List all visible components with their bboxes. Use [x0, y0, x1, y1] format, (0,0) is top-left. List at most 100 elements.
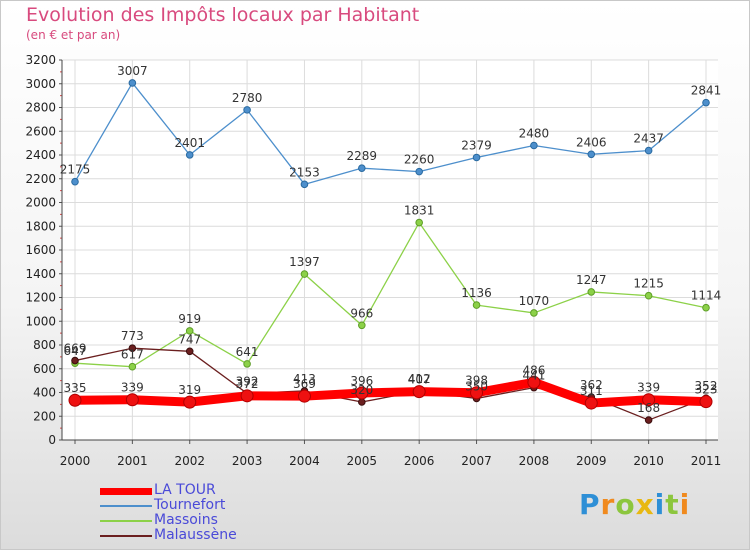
data-point-la-tour — [642, 393, 656, 407]
data-point-la-tour — [125, 393, 139, 407]
data-point-la-tour — [527, 375, 541, 389]
data-point-massoins — [185, 327, 194, 335]
data-label-malauss-ne: 413 — [293, 372, 316, 386]
data-point-massoins — [243, 360, 251, 368]
data-label-massoins: 1070 — [519, 294, 550, 308]
x-tick-label: 2003 — [232, 454, 263, 468]
logo-letter: t — [665, 488, 680, 521]
data-label-massoins: 641 — [236, 345, 259, 359]
legend-swatch — [100, 520, 152, 522]
data-point-malauss-ne — [71, 356, 79, 365]
x-tick-label: 2001 — [117, 454, 148, 468]
x-tick-label: 2005 — [347, 454, 378, 468]
data-label-massoins: 966 — [350, 306, 373, 320]
data-point-la-tour — [240, 389, 254, 403]
data-point-massoins — [644, 291, 653, 300]
data-label-tournefort: 2379 — [461, 138, 492, 152]
data-point-la-tour — [584, 396, 598, 410]
chart-subtitle: (en € et par an) — [26, 28, 121, 42]
data-point-malauss-ne — [358, 398, 366, 406]
x-tick-label: 2010 — [633, 454, 664, 468]
data-label-massoins: 617 — [121, 348, 144, 362]
logo-letter: i — [654, 488, 666, 521]
legend-label: LA TOUR — [154, 482, 216, 498]
logo-letter: i — [679, 488, 691, 521]
data-label-massoins: 1397 — [289, 255, 320, 269]
data-label-la-tour: 323 — [695, 383, 718, 397]
x-tick-label: 2000 — [60, 454, 91, 468]
y-tick-label: 800 — [33, 338, 56, 352]
legend-swatch — [100, 535, 152, 537]
data-label-tournefort: 2780 — [232, 91, 263, 105]
x-tick-label: 2002 — [174, 454, 205, 468]
x-tick-label: 2009 — [576, 454, 607, 468]
data-point-tournefort — [587, 150, 596, 159]
data-point-tournefort — [71, 177, 79, 186]
proxiti-logo: Proxiti — [579, 488, 690, 521]
data-label-la-tour: 486 — [522, 363, 545, 377]
data-label-la-tour: 396 — [350, 374, 373, 388]
x-tick-label: 2007 — [461, 454, 492, 468]
data-label-malauss-ne: 747 — [178, 332, 201, 346]
data-point-tournefort — [472, 153, 481, 162]
y-tick-label: 3200 — [25, 53, 56, 67]
data-label-la-tour: 319 — [178, 383, 201, 397]
logo-letter: o — [615, 488, 636, 521]
series-layer — [68, 79, 713, 424]
data-label-malauss-ne: 350 — [465, 379, 488, 393]
data-point-la-tour — [412, 385, 426, 399]
y-tick-label: 200 — [33, 409, 56, 423]
data-label-tournefort: 2841 — [691, 84, 722, 98]
data-point-malauss-ne — [128, 344, 137, 353]
data-label-malauss-ne: 441 — [522, 369, 545, 383]
data-point-massoins — [358, 321, 366, 330]
legend-label: Massoins — [154, 512, 218, 528]
data-label-malauss-ne: 352 — [695, 379, 718, 393]
data-point-massoins — [128, 362, 137, 371]
data-label-malauss-ne: 320 — [350, 383, 373, 397]
x-tick-label: 2006 — [404, 454, 435, 468]
data-label-massoins: 1114 — [691, 289, 722, 303]
data-label-tournefort: 2260 — [404, 153, 435, 167]
y-tick-label: 2200 — [25, 172, 56, 186]
data-point-massoins — [472, 301, 481, 309]
data-label-la-tour: 398 — [465, 374, 488, 388]
data-labels: 335 339 319 372 369 396 407 398 486 311 339 323 2175… — [60, 64, 722, 415]
logo-letter: P — [579, 488, 601, 521]
data-label-massoins: 1831 — [404, 204, 435, 218]
chart-title: Evolution des Impôts locaux par Habitant — [26, 4, 420, 26]
data-point-la-tour — [355, 386, 369, 400]
data-label-tournefort: 2401 — [174, 136, 205, 150]
y-tick-label: 400 — [33, 386, 56, 400]
data-label-malauss-ne: 392 — [236, 374, 259, 388]
legend-label: Malaussène — [154, 527, 237, 543]
y-tick-label: 3000 — [25, 77, 56, 91]
logo-letter: r — [600, 488, 616, 521]
data-label-massoins: 647 — [64, 344, 87, 358]
data-point-malauss-ne — [185, 347, 194, 356]
data-label-la-tour: 407 — [408, 373, 431, 387]
data-label-tournefort: 3007 — [117, 64, 148, 78]
data-point-tournefort — [128, 79, 137, 87]
data-label-la-tour: 339 — [121, 381, 144, 395]
data-point-tournefort — [644, 146, 653, 155]
data-label-la-tour: 372 — [236, 377, 259, 391]
data-point-massoins — [300, 270, 309, 278]
y-tick-label: 0 — [48, 433, 56, 447]
y-tick-label: 2800 — [25, 101, 56, 115]
grid-lines — [62, 59, 718, 441]
y-tick-label: 1000 — [25, 314, 56, 328]
data-label-tournefort: 2480 — [519, 127, 550, 141]
data-label-tournefort: 2406 — [576, 135, 607, 149]
logo-letter: x — [635, 488, 655, 521]
data-label-massoins: 1215 — [633, 277, 664, 291]
data-point-tournefort — [530, 141, 538, 150]
data-point-tournefort — [300, 180, 309, 189]
x-tick-label: 2008 — [519, 454, 550, 468]
y-tick-label: 600 — [33, 362, 56, 376]
data-label-malauss-ne: 168 — [637, 401, 660, 415]
data-label-la-tour: 335 — [64, 381, 87, 395]
data-point-tournefort — [243, 106, 251, 114]
data-label-tournefort: 2175 — [60, 163, 91, 177]
